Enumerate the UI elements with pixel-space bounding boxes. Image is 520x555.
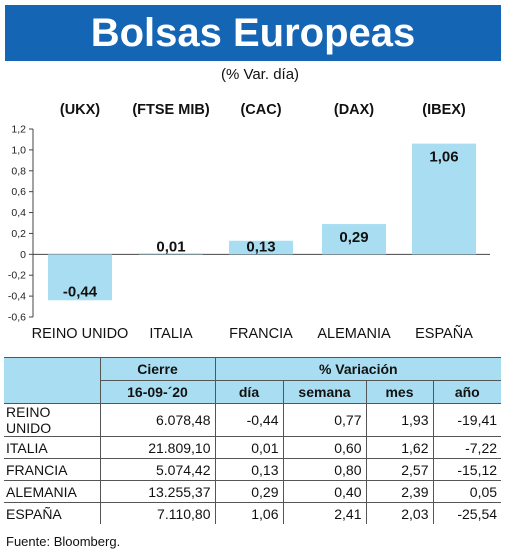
cell-dia: 0,01	[214, 436, 284, 459]
cell-name: ITALIA	[4, 436, 101, 459]
y-tick-label: 0,8	[11, 165, 26, 177]
cell-semana: 0,40	[282, 480, 367, 503]
cell-dia: 0,29	[214, 480, 284, 503]
y-tick-label: 0,2	[11, 228, 26, 240]
data-label: 0,13	[246, 238, 275, 255]
cell-semana: 0,80	[282, 458, 367, 481]
x-tick-label: FRANCIA	[229, 326, 293, 342]
cell-semana: 2,41	[282, 502, 367, 524]
chart-subtitle: (% Var. día)	[220, 66, 300, 83]
header-variacion: % Variación	[214, 357, 502, 381]
cell-mes: 1,93	[365, 403, 434, 437]
y-tick-label: -0,2	[8, 270, 26, 282]
index-label: (IBEX)	[422, 102, 466, 118]
header-mes: mes	[365, 380, 434, 404]
x-tick-label: REINO UNIDO	[32, 326, 129, 342]
cell-cierre: 6.078,48	[99, 403, 216, 437]
cell-mes: 1,62	[365, 436, 434, 459]
table-row: FRANCIA 5.074,42 0,13 0,80 2,57 -15,12	[4, 458, 502, 481]
cell-name: REINO UNIDO	[4, 403, 101, 437]
index-label: (DAX)	[334, 102, 374, 118]
index-label: (FTSE MIB)	[132, 102, 209, 118]
cell-anio: 0,05	[432, 480, 502, 503]
cell-anio: -19,41	[432, 403, 502, 437]
y-tick-label: 0,4	[11, 207, 26, 219]
cell-name: ESPAÑA	[4, 502, 101, 524]
source-note: Fuente: Bloomberg.	[6, 534, 121, 549]
cell-dia: -0,44	[214, 403, 284, 437]
data-label: -0,44	[63, 283, 98, 300]
header-dia: día	[214, 380, 284, 404]
y-tick-label: -0,4	[8, 291, 26, 303]
cell-cierre: 21.809,10	[99, 436, 216, 459]
cell-anio: -15,12	[432, 458, 502, 481]
data-table: Cierre % Variación 16-09-´20 día semana …	[4, 357, 502, 524]
cell-semana: 0,60	[282, 436, 367, 459]
chart-title: Bolsas Europeas	[90, 11, 416, 55]
table-row: ALEMANIA 13.255,37 0,29 0,40 2,39 0,05	[4, 480, 502, 503]
table-row: REINO UNIDO 6.078,48 -0,44 0,77 1,93 -19,41	[4, 403, 502, 437]
y-tick-label: 0,6	[11, 186, 26, 198]
y-tick-label: 1,0	[11, 144, 26, 156]
table-body: REINO UNIDO 6.078,48 -0,44 0,77 1,93 -19,41 IT…	[4, 403, 502, 524]
index-label: (UKX)	[60, 102, 100, 118]
y-tick-label: 1,2	[11, 124, 26, 136]
cell-cierre: 5.074,42	[99, 458, 216, 481]
bar	[412, 143, 476, 255]
data-table-wrap: Cierre % Variación 16-09-´20 día semana …	[4, 357, 502, 524]
cell-anio: -7,22	[432, 436, 502, 459]
cell-mes: 2,39	[365, 480, 434, 503]
bar-chart: 1,2 1,0 0,8 0,6 0,4 0,2 0 -0,2 -0,4 -0,6 -0,44 0,01…	[8, 102, 490, 342]
bar	[322, 224, 386, 255]
index-label: (CAC)	[240, 102, 281, 118]
cell-cierre: 13.255,37	[99, 480, 216, 503]
data-label: 0,29	[339, 229, 368, 246]
cell-mes: 2,57	[365, 458, 434, 481]
header-anio: año	[432, 380, 502, 404]
bar	[229, 240, 293, 255]
table-header-row-1: Cierre % Variación	[4, 357, 502, 404]
cell-name: FRANCIA	[4, 458, 101, 481]
y-tick-label: 0	[20, 249, 26, 261]
x-tick-label: ALEMANIA	[317, 326, 391, 342]
cell-semana: 0,77	[282, 403, 367, 437]
data-label: 0,01	[156, 238, 185, 255]
table-row: ITALIA 21.809,10 0,01 0,60 1,62 -7,22	[4, 436, 502, 459]
header-cierre: Cierre	[99, 357, 216, 381]
table-header-row-2: 16-09-´20 día semana mes año	[4, 380, 502, 404]
x-tick-label: ITALIA	[149, 326, 193, 342]
cell-cierre: 7.110,80	[99, 502, 216, 524]
title-bar: Bolsas Europeas	[5, 5, 501, 61]
data-label: 1,06	[429, 149, 458, 166]
cell-anio: -25,54	[432, 502, 502, 524]
header-semana: semana	[282, 380, 367, 404]
cell-name: ALEMANIA	[4, 480, 101, 503]
cell-dia: 1,06	[214, 502, 284, 524]
table-row: ESPAÑA 7.110,80 1,06 2,41 2,03 -25,54	[4, 502, 502, 524]
cell-mes: 2,03	[365, 502, 434, 524]
cell-dia: 0,13	[214, 458, 284, 481]
y-tick-label: -0,6	[8, 312, 26, 324]
bar	[48, 254, 112, 301]
bar	[139, 253, 203, 255]
header-date: 16-09-´20	[99, 380, 216, 404]
header-empty-cell	[4, 357, 101, 404]
x-tick-label: ESPAÑA	[415, 325, 473, 342]
